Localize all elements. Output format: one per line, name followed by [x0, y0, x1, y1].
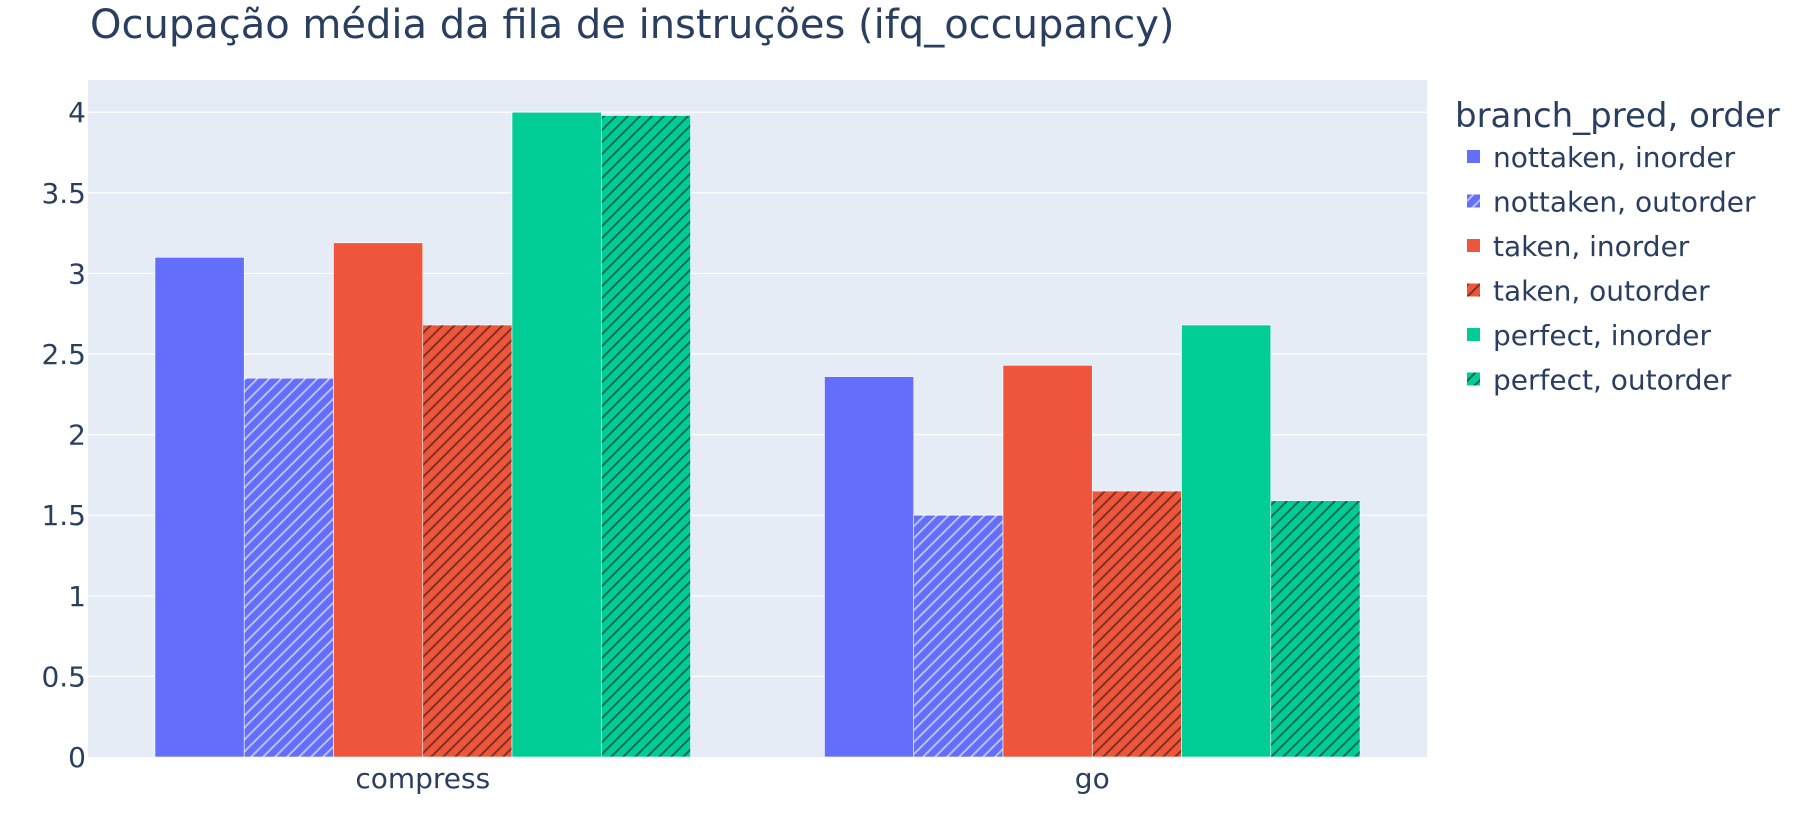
bar	[1270, 500, 1361, 758]
x-tick-label: compress	[355, 762, 490, 795]
bar	[1002, 365, 1093, 758]
y-tick-label: 2.5	[41, 338, 86, 371]
legend-swatch	[1467, 328, 1480, 341]
y-axis-ticks: 0 0.5 1 1.5 2 2.5 3 3.5 4	[41, 96, 86, 774]
y-tick-label: 1	[68, 580, 86, 613]
legend-swatch	[1467, 372, 1480, 386]
bar	[154, 257, 245, 758]
bar	[1181, 324, 1272, 758]
bar	[243, 377, 334, 758]
y-tick-label: 4	[68, 96, 86, 129]
legend-swatch	[1467, 194, 1480, 208]
legend-swatch	[1467, 239, 1480, 252]
legend: branch_pred, order nottaken, inorder nott…	[1455, 96, 1780, 397]
x-axis-ticks: compress go	[355, 762, 1109, 795]
legend-swatch	[1467, 150, 1480, 163]
legend-label: taken, outorder	[1493, 275, 1710, 308]
bar	[511, 111, 602, 758]
y-tick-label: 2	[68, 419, 86, 452]
x-tick-label: go	[1075, 762, 1110, 795]
y-tick-label: 3.5	[41, 177, 86, 210]
bar	[600, 115, 691, 758]
y-tick-label: 0	[68, 741, 86, 774]
legend-title: branch_pred, order	[1455, 96, 1780, 136]
bar	[824, 376, 915, 758]
legend-label: nottaken, outorder	[1493, 186, 1756, 219]
bar	[1091, 490, 1182, 758]
bar	[422, 324, 513, 758]
bar	[913, 514, 1004, 758]
y-tick-label: 1.5	[41, 499, 86, 532]
legend-label: nottaken, inorder	[1493, 141, 1736, 174]
bar	[333, 242, 424, 758]
legend-swatch	[1467, 283, 1480, 297]
bars	[154, 111, 1361, 758]
chart-title: Ocupação média da fila de instruções (if…	[90, 2, 1175, 48]
y-tick-label: 3	[68, 257, 86, 290]
legend-label: taken, inorder	[1493, 230, 1690, 263]
legend-label: perfect, outorder	[1493, 364, 1732, 397]
legend-label: perfect, inorder	[1493, 319, 1711, 352]
y-tick-label: 0.5	[41, 660, 86, 693]
